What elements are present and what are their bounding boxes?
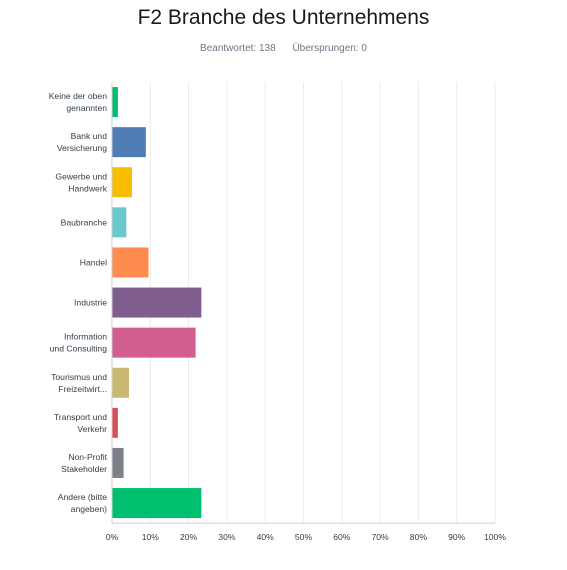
chart-title: F2 Branche des Unternehmens	[137, 6, 430, 29]
bar	[112, 207, 127, 238]
bar	[112, 327, 196, 358]
skipped-count: Übersprungen: 0	[292, 43, 367, 54]
bar	[112, 287, 202, 318]
category-label-line: Industrie	[74, 298, 107, 308]
x-tick-label: 30%	[218, 532, 236, 542]
category-label-line: Tourismus und	[51, 372, 107, 382]
answered-count: Beantwortet: 138	[200, 43, 276, 54]
x-tick-label: 80%	[410, 532, 428, 542]
category-label-line: Andere (bitte	[58, 492, 107, 502]
category-label: Keine der oben genannten	[49, 91, 108, 113]
category-label-line: Stakeholder	[61, 464, 107, 474]
x-tick-label: 40%	[257, 532, 275, 542]
x-tick-label: 90%	[448, 532, 466, 542]
x-tick-label: 100%	[484, 532, 506, 542]
category-label-line: Bank und	[71, 131, 108, 141]
bar	[112, 367, 129, 398]
category-label-line: Verkehr	[77, 424, 107, 434]
x-tick-label: 60%	[333, 532, 351, 542]
bar	[112, 127, 146, 158]
category-label-line: Versicherung	[57, 143, 107, 153]
x-tick-label: 50%	[295, 532, 313, 542]
category-label-line: Handel	[80, 257, 107, 267]
category-label-line: Gewerbe und	[55, 171, 107, 181]
category-label: Non-Profit Stakeholder	[61, 452, 107, 474]
category-label: Information und Consulting	[50, 332, 108, 354]
category-label-line: Keine der oben	[49, 91, 108, 101]
bar	[112, 167, 133, 198]
bar	[112, 488, 202, 519]
category-label-line: und Consulting	[50, 344, 108, 354]
category-label: Bank und Versicherung	[57, 131, 107, 153]
category-label: Industrie	[74, 298, 107, 308]
category-label: Tourismus und Freizeitwirt...	[51, 372, 107, 394]
category-label: Gewerbe und Handwerk	[55, 171, 107, 193]
category-label-line: Information	[64, 332, 107, 342]
x-tick-label: 20%	[180, 532, 198, 542]
category-label-line: Baubranche	[61, 217, 108, 227]
category-label: Baubranche	[61, 217, 108, 227]
category-label: Transport und Verkehr	[54, 412, 107, 434]
x-tick-label: 70%	[371, 532, 389, 542]
category-label-line: Freizeitwirt...	[58, 384, 107, 394]
category-label-line: angeben)	[71, 504, 107, 514]
category-label-line: Non-Profit	[68, 452, 107, 462]
bar	[112, 87, 118, 118]
category-label: Handel	[80, 257, 107, 267]
category-label-line: Transport und	[54, 412, 107, 422]
category-label-line: genannten	[66, 103, 107, 113]
x-tick-label: 0%	[106, 532, 119, 542]
bar	[112, 407, 118, 438]
response-summary: Beantwortet: 138 Übersprungen: 0	[0, 43, 567, 54]
bar	[112, 247, 149, 278]
bar	[112, 447, 124, 478]
category-label: Andere (bitte angeben)	[58, 492, 107, 514]
category-label-line: Handwerk	[68, 183, 107, 193]
x-tick-label: 10%	[142, 532, 160, 542]
